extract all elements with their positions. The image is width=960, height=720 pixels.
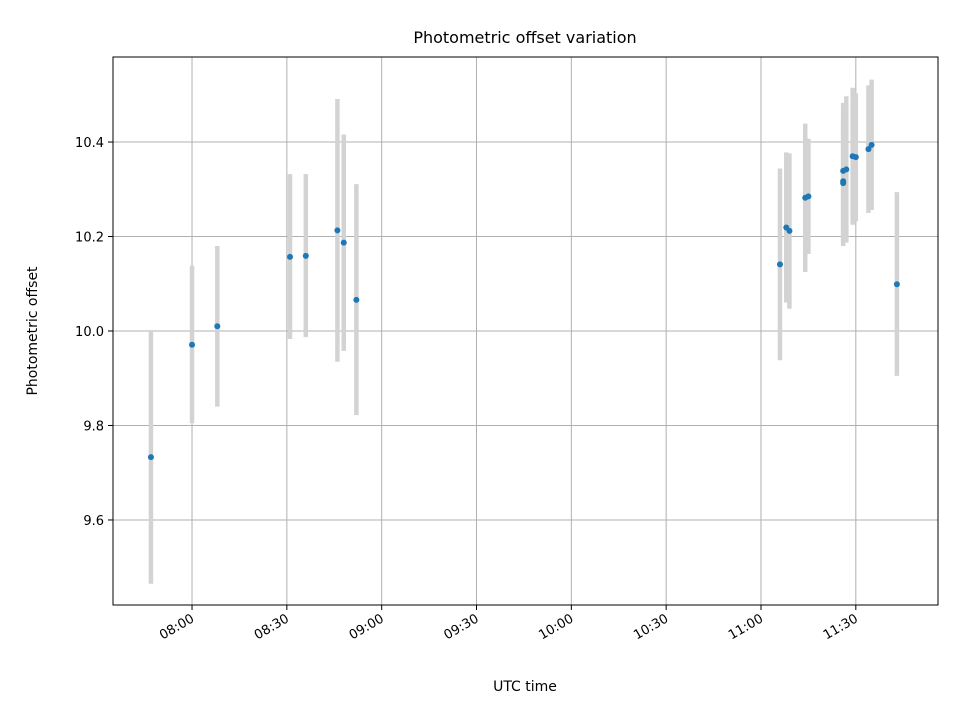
y-tick-label: 10.2: [75, 231, 104, 246]
y-tick-label: 9.6: [83, 514, 104, 529]
data-point: [805, 193, 812, 200]
y-axis-ticks: 9.6 9.8 10.0 10.2 10.4: [75, 136, 113, 529]
data-point: [786, 227, 793, 234]
data-point: [334, 227, 341, 234]
data-point: [214, 323, 221, 330]
data-point: [843, 166, 850, 173]
x-axis-label: UTC time: [493, 679, 557, 695]
data-point: [852, 154, 859, 161]
y-tick-label: 10.4: [75, 136, 104, 151]
data-point: [340, 239, 347, 246]
y-tick-label: 9.8: [83, 419, 104, 434]
chart-title: Photometric offset variation: [413, 28, 636, 47]
grid: [113, 57, 938, 605]
y-tick-label: 10.0: [75, 325, 104, 340]
data-point: [893, 281, 900, 288]
y-axis-label: Photometric offset: [25, 266, 41, 396]
data-points: [147, 141, 900, 461]
data-point: [287, 253, 294, 260]
data-point: [868, 141, 875, 148]
data-point: [776, 261, 783, 268]
data-point: [189, 341, 196, 348]
data-point: [302, 252, 309, 259]
data-point: [147, 454, 154, 461]
data-point: [353, 296, 360, 303]
data-point: [865, 146, 872, 153]
data-point: [840, 180, 847, 187]
